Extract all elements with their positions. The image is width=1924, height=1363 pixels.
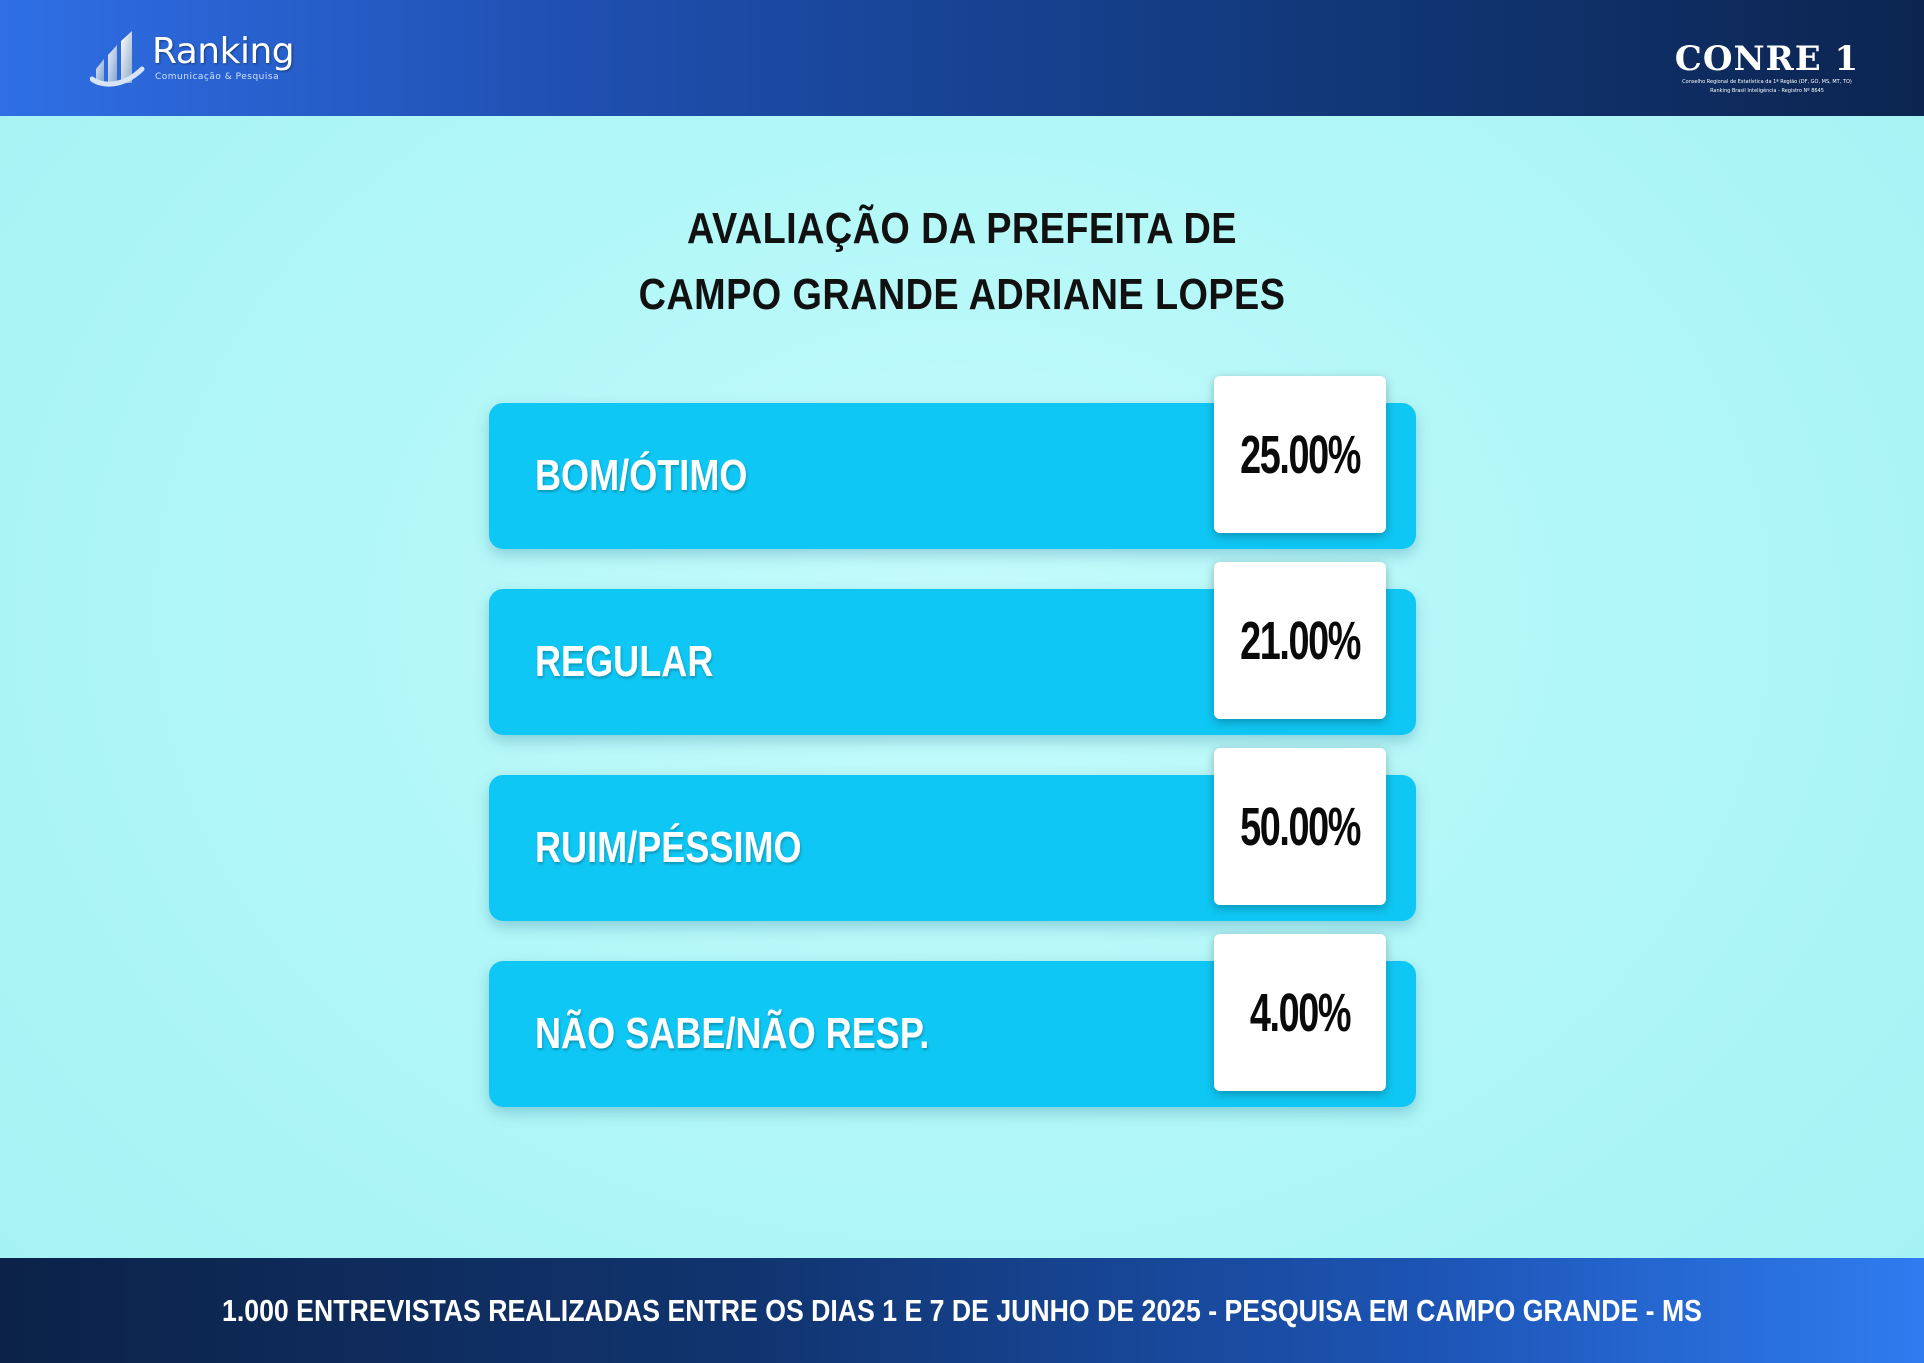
- result-row: NÃO SABE/NÃO RESP. 4.00%: [489, 934, 1416, 1107]
- footer-note: 1.000 ENTREVISTAS REALIZADAS ENTRE OS DI…: [222, 1292, 1702, 1328]
- result-value-box: 50.00%: [1214, 748, 1386, 905]
- result-value-box: 25.00%: [1214, 376, 1386, 533]
- result-row: REGULAR 21.00%: [489, 562, 1416, 735]
- result-category-label: RUIM/PÉSSIMO: [535, 823, 802, 872]
- conre-logo-line1: Conselho Regional de Estatística da 1ª R…: [1682, 79, 1852, 85]
- result-category-label: REGULAR: [535, 637, 714, 686]
- conre-logo: CONRE 1 Conselho Regional de Estatística…: [1672, 42, 1862, 94]
- chart-title: AVALIAÇÃO DA PREFEITA DE CAMPO GRANDE AD…: [135, 196, 1790, 328]
- header-bar: Ranking Comunicação & Pesquisa CONRE 1 C…: [0, 0, 1924, 116]
- ranking-logo-name: Ranking: [152, 31, 295, 72]
- conre-logo-line2: Ranking Brasil Inteligência - Registro N…: [1710, 88, 1824, 94]
- result-row: RUIM/PÉSSIMO 50.00%: [489, 748, 1416, 921]
- result-value-label: 50.00%: [1240, 796, 1361, 857]
- result-value-label: 25.00%: [1240, 424, 1361, 485]
- result-value-box: 21.00%: [1214, 562, 1386, 719]
- footer-bar: 1.000 ENTREVISTAS REALIZADAS ENTRE OS DI…: [0, 1258, 1924, 1363]
- bar-chart-logo-icon: [90, 31, 145, 87]
- result-row: BOM/ÓTIMO 25.00%: [489, 376, 1416, 549]
- chart-title-line1: AVALIAÇÃO DA PREFEITA DE: [687, 204, 1237, 253]
- conre-logo-name: CONRE 1: [1674, 39, 1860, 79]
- chart-title-line2: CAMPO GRANDE ADRIANE LOPES: [638, 270, 1286, 319]
- result-value-label: 4.00%: [1249, 982, 1352, 1043]
- result-value-box: 4.00%: [1214, 934, 1386, 1091]
- result-category-label: NÃO SABE/NÃO RESP.: [535, 1009, 930, 1058]
- result-category-label: BOM/ÓTIMO: [535, 451, 748, 500]
- ranking-logo: Ranking Comunicação & Pesquisa: [90, 28, 295, 88]
- ranking-logo-tagline: Comunicação & Pesquisa: [155, 72, 280, 82]
- result-value-label: 21.00%: [1240, 610, 1361, 671]
